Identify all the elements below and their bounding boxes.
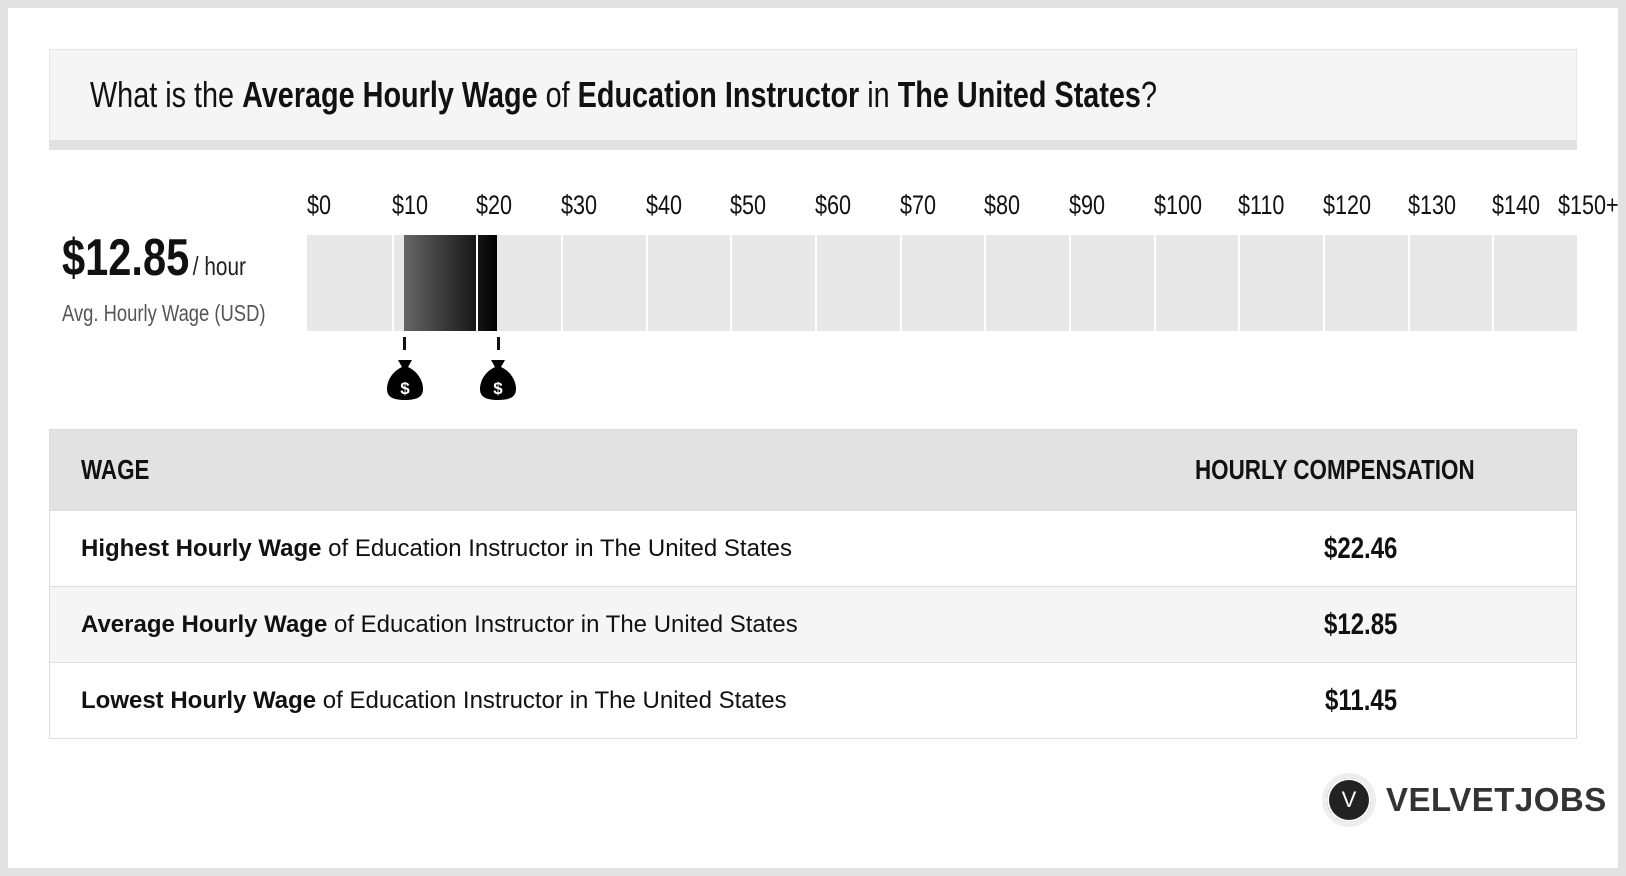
tick-label: $10 bbox=[391, 190, 428, 220]
scale-cell bbox=[1155, 235, 1239, 331]
scale-cell bbox=[817, 235, 900, 331]
tick-label: $30 bbox=[561, 190, 598, 220]
tick-label: $20 bbox=[476, 190, 513, 220]
cell-divider bbox=[476, 235, 479, 331]
money-bag-icon: $ bbox=[385, 337, 425, 407]
tick-label: $120 bbox=[1323, 190, 1372, 220]
tick-label: $150+ bbox=[1557, 190, 1619, 220]
table-row: Highest Hourly Wage of Education Instruc… bbox=[49, 510, 1577, 587]
scale-cell bbox=[1409, 235, 1493, 331]
tick-label: $0 bbox=[307, 190, 332, 220]
scale-cell bbox=[307, 235, 392, 331]
table-row: Lowest Hourly Wage of Education Instruct… bbox=[49, 662, 1577, 739]
tick-label: $140 bbox=[1492, 190, 1541, 220]
wage-description: Highest Hourly Wage of Education Instruc… bbox=[49, 510, 1165, 587]
tick-label: $40 bbox=[645, 190, 682, 220]
col-header: HOURLY COMPENSATION bbox=[1164, 429, 1577, 511]
wage-description: Average Hourly Wage of Education Instruc… bbox=[49, 586, 1165, 663]
tick-label: $130 bbox=[1407, 190, 1456, 220]
wage-table: WAGE HOURLY COMPENSATION Highest Hourly W… bbox=[49, 429, 1577, 739]
wage-range-bar bbox=[403, 235, 498, 331]
scale-cell bbox=[1494, 235, 1577, 331]
wage-value: $11.45 bbox=[1164, 662, 1577, 739]
page-title: What is the Average Hourly Wage of Educa… bbox=[90, 74, 1157, 115]
money-bag-icon: $ bbox=[478, 337, 518, 407]
tick-label: $100 bbox=[1153, 190, 1202, 220]
tick-label: $50 bbox=[730, 190, 767, 220]
col-header: WAGE bbox=[49, 429, 1165, 511]
scale-cell bbox=[563, 235, 646, 331]
average-wage: $12.85 / hour bbox=[62, 229, 246, 287]
question-header: What is the Average Hourly Wage of Educa… bbox=[49, 49, 1577, 150]
svg-text:$: $ bbox=[400, 379, 410, 398]
table-row: Average Hourly Wage of Education Instruc… bbox=[49, 586, 1577, 663]
scale-cell bbox=[986, 235, 1069, 331]
scale-cell bbox=[1071, 235, 1154, 331]
tick-label: $90 bbox=[1069, 190, 1106, 220]
tick-label: $60 bbox=[815, 190, 852, 220]
velvetjobs-logo: V VELVETJOBS bbox=[1322, 773, 1607, 827]
average-wage-label: Avg. Hourly Wage (USD) bbox=[62, 300, 266, 326]
scale-cell bbox=[732, 235, 815, 331]
scale-cell bbox=[1325, 235, 1408, 331]
wage-description: Lowest Hourly Wage of Education Instruct… bbox=[49, 662, 1165, 739]
scale-cell bbox=[647, 235, 731, 331]
tick-label: $110 bbox=[1238, 190, 1285, 220]
wage-value: $22.46 bbox=[1164, 510, 1577, 587]
svg-text:$: $ bbox=[493, 379, 503, 398]
wage-value: $12.85 bbox=[1164, 586, 1577, 663]
tick-label: $70 bbox=[899, 190, 936, 220]
tick-label: $80 bbox=[984, 190, 1021, 220]
scale-cell bbox=[901, 235, 985, 331]
scale-cell bbox=[1240, 235, 1323, 331]
